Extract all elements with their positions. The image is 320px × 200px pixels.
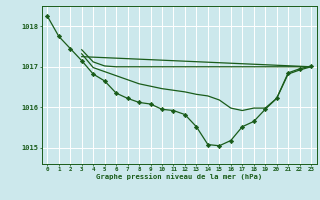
X-axis label: Graphe pression niveau de la mer (hPa): Graphe pression niveau de la mer (hPa) [96,173,262,180]
